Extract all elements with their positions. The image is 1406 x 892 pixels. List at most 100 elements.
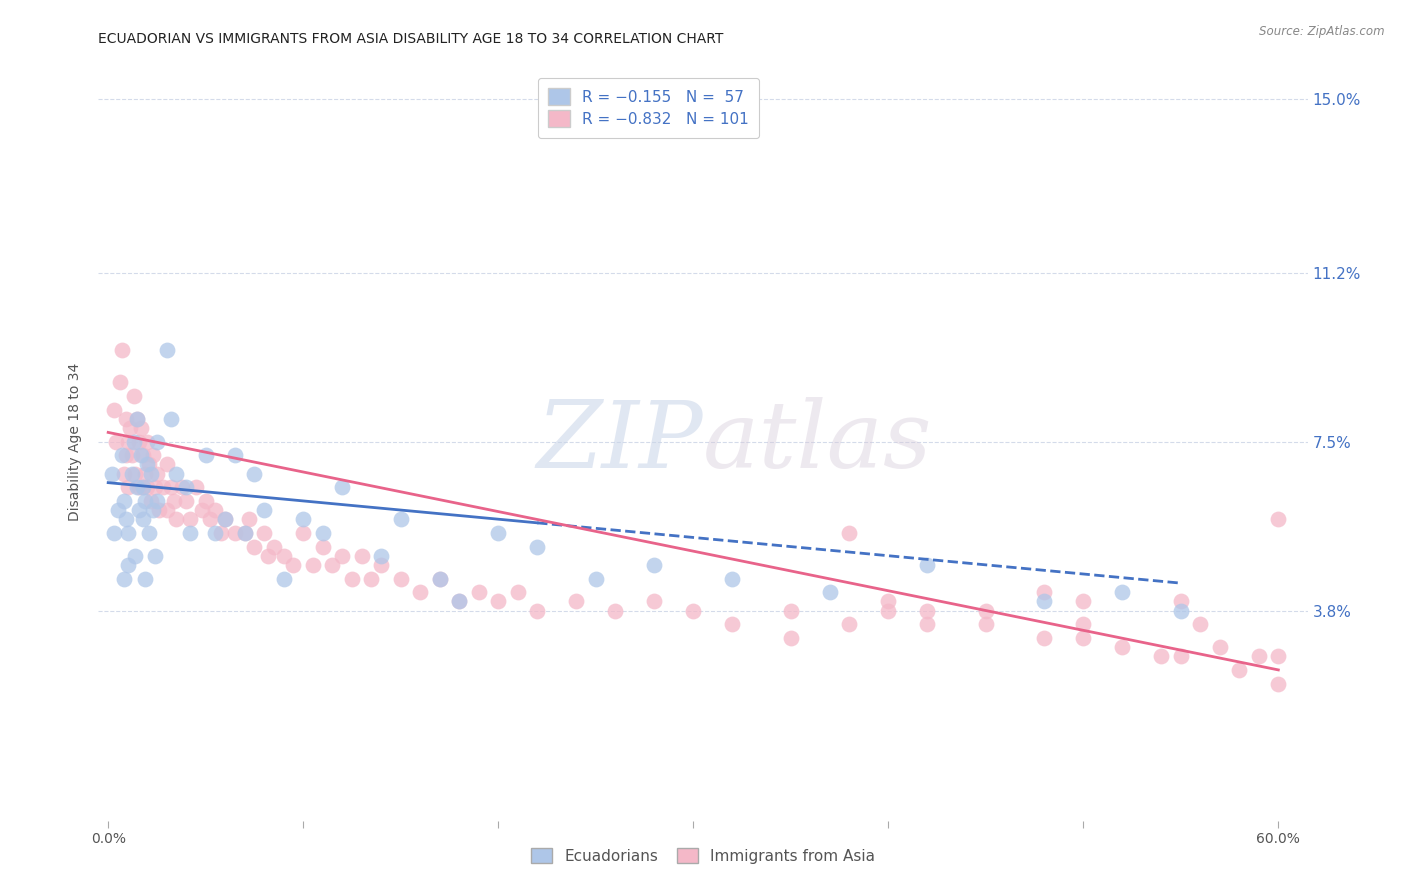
Point (128, 480, 150, 494)
Point (974, 617, 997, 632)
Point (152, 480, 174, 494)
Point (122, 434, 145, 449)
Point (146, 434, 169, 449)
Point (112, 572, 135, 586)
Point (204, 503, 226, 517)
Point (779, 631, 801, 645)
Point (198, 512, 221, 526)
Point (779, 603, 801, 617)
Point (370, 549, 392, 563)
Point (134, 494, 156, 508)
Point (148, 503, 170, 517)
Point (273, 549, 295, 563)
Point (142, 503, 165, 517)
Point (721, 617, 744, 632)
Point (1209, 640, 1232, 654)
Point (132, 480, 155, 494)
Point (121, 467, 143, 481)
Point (605, 603, 627, 617)
Point (409, 585, 432, 599)
Point (146, 467, 169, 481)
Point (1267, 649, 1289, 664)
Point (136, 458, 159, 472)
Point (585, 572, 607, 586)
Point (174, 480, 197, 494)
Point (1111, 640, 1133, 654)
Point (429, 572, 451, 586)
Point (127, 411, 149, 425)
Point (302, 558, 325, 572)
Point (142, 448, 165, 462)
Point (143, 549, 166, 563)
Point (233, 525, 256, 540)
Point (838, 617, 860, 632)
Text: ECUADORIAN VS IMMIGRANTS FROM ASIA DISABILITY AGE 18 TO 34 CORRELATION CHART: ECUADORIAN VS IMMIGRANTS FROM ASIA DISAB… (98, 32, 724, 46)
Point (138, 458, 160, 472)
Point (467, 585, 489, 599)
Point (111, 448, 134, 462)
Point (131, 421, 153, 435)
Point (132, 448, 155, 462)
Point (117, 558, 139, 572)
Point (330, 480, 353, 494)
Point (1033, 594, 1056, 608)
Point (103, 525, 125, 540)
Point (233, 525, 256, 540)
Point (139, 467, 162, 481)
Point (114, 411, 136, 425)
Point (429, 572, 451, 586)
Point (312, 540, 335, 554)
Text: ZIP: ZIP (536, 397, 703, 486)
Point (184, 480, 207, 494)
Point (136, 480, 159, 494)
Point (292, 512, 315, 526)
Point (682, 603, 704, 617)
Point (643, 594, 665, 608)
Point (917, 603, 939, 617)
Point (1071, 594, 1094, 608)
Point (224, 448, 246, 462)
Point (1267, 512, 1289, 526)
Point (159, 480, 181, 494)
Point (1111, 585, 1133, 599)
Point (214, 512, 236, 526)
Point (139, 494, 162, 508)
Point (1170, 649, 1192, 664)
Point (1227, 663, 1250, 677)
Point (165, 512, 187, 526)
Point (132, 480, 155, 494)
Point (917, 558, 939, 572)
Point (486, 525, 509, 540)
Point (156, 343, 179, 358)
Point (134, 467, 156, 481)
Point (526, 540, 548, 554)
Point (243, 540, 266, 554)
Point (263, 540, 285, 554)
Point (117, 434, 139, 449)
Point (104, 434, 127, 449)
Point (112, 467, 135, 481)
Point (1071, 617, 1094, 632)
Point (179, 512, 201, 526)
Point (721, 572, 744, 586)
Point (449, 594, 471, 608)
Point (107, 503, 129, 517)
Point (257, 549, 280, 563)
Point (214, 512, 236, 526)
Point (877, 603, 900, 617)
Point (283, 558, 305, 572)
Text: Source: ZipAtlas.com: Source: ZipAtlas.com (1260, 25, 1385, 38)
Point (330, 549, 353, 563)
Point (449, 594, 471, 608)
Point (174, 494, 197, 508)
Point (118, 421, 141, 435)
Point (253, 525, 276, 540)
Point (486, 594, 509, 608)
Point (273, 572, 295, 586)
Point (1033, 631, 1056, 645)
Point (292, 525, 315, 540)
Point (128, 434, 150, 449)
Point (124, 467, 146, 481)
Point (312, 525, 335, 540)
Point (172, 480, 194, 494)
